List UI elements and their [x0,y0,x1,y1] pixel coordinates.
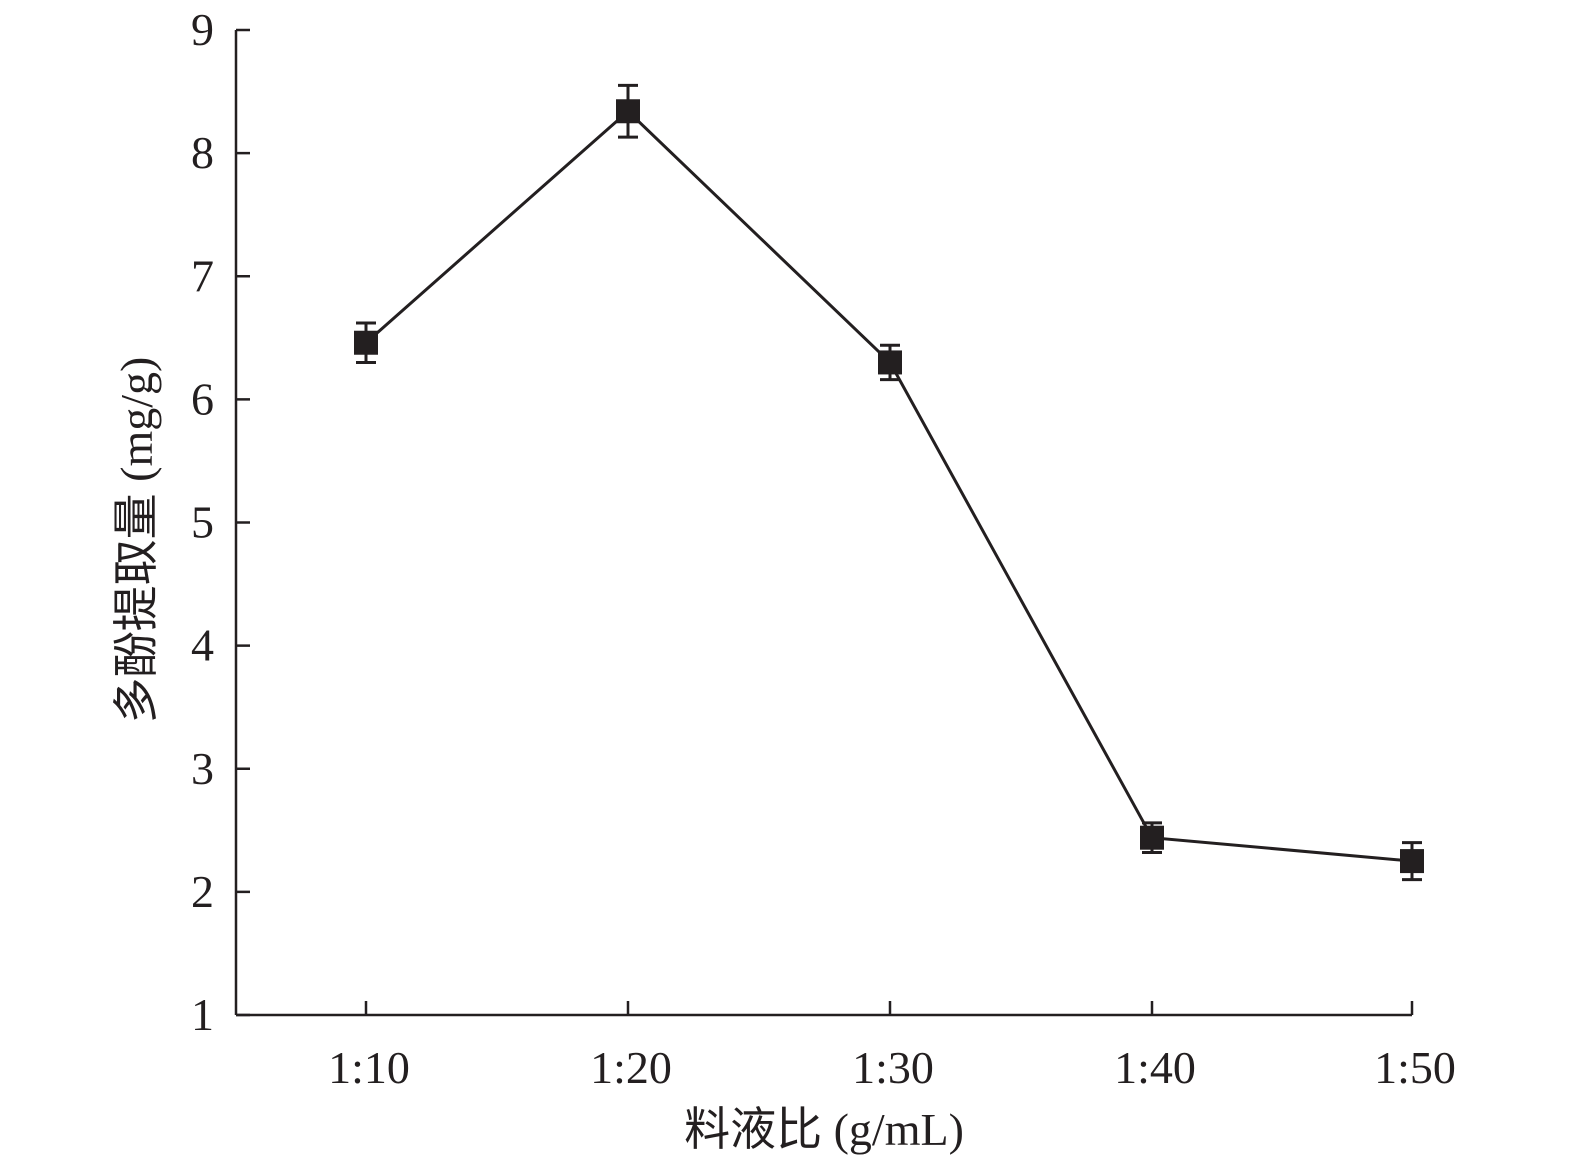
data-point-marker [616,99,640,124]
y-ticks [236,28,250,1017]
y-tick-label: 6 [191,373,214,424]
x-tick-label: 1:30 [852,1042,934,1093]
data-point-marker [1140,825,1164,850]
y-tick-label: 1 [191,989,214,1040]
y-tick-label: 8 [191,127,214,178]
x-axis-title: 料液比 (g/mL) [684,1104,964,1155]
x-tick-label: 1:20 [590,1042,672,1093]
data-point-marker [878,350,902,375]
x-tick-label: 1:10 [328,1042,410,1093]
y-tick-label: 9 [191,4,214,55]
x-ticks [364,1001,1414,1015]
x-tick-label: 1:50 [1374,1042,1456,1093]
x-tick-label: 1:40 [1114,1042,1196,1093]
data-point-marker [354,330,378,355]
y-tick-label: 4 [191,620,214,671]
y-tick-label: 2 [191,866,214,917]
y-tick-labels: 1 2 3 4 5 6 7 8 9 [191,4,214,1040]
y-tick-label: 7 [191,250,214,301]
y-axis-title: 多酚提取量 (mg/g) [111,357,162,724]
series-line [365,109,1413,863]
y-tick-label: 5 [191,497,214,548]
y-tick-label: 3 [191,743,214,794]
x-tick-labels: 1:10 1:20 1:30 1:40 1:50 [328,1042,1456,1093]
data-point-marker [1400,849,1424,874]
series-group [354,83,1424,882]
